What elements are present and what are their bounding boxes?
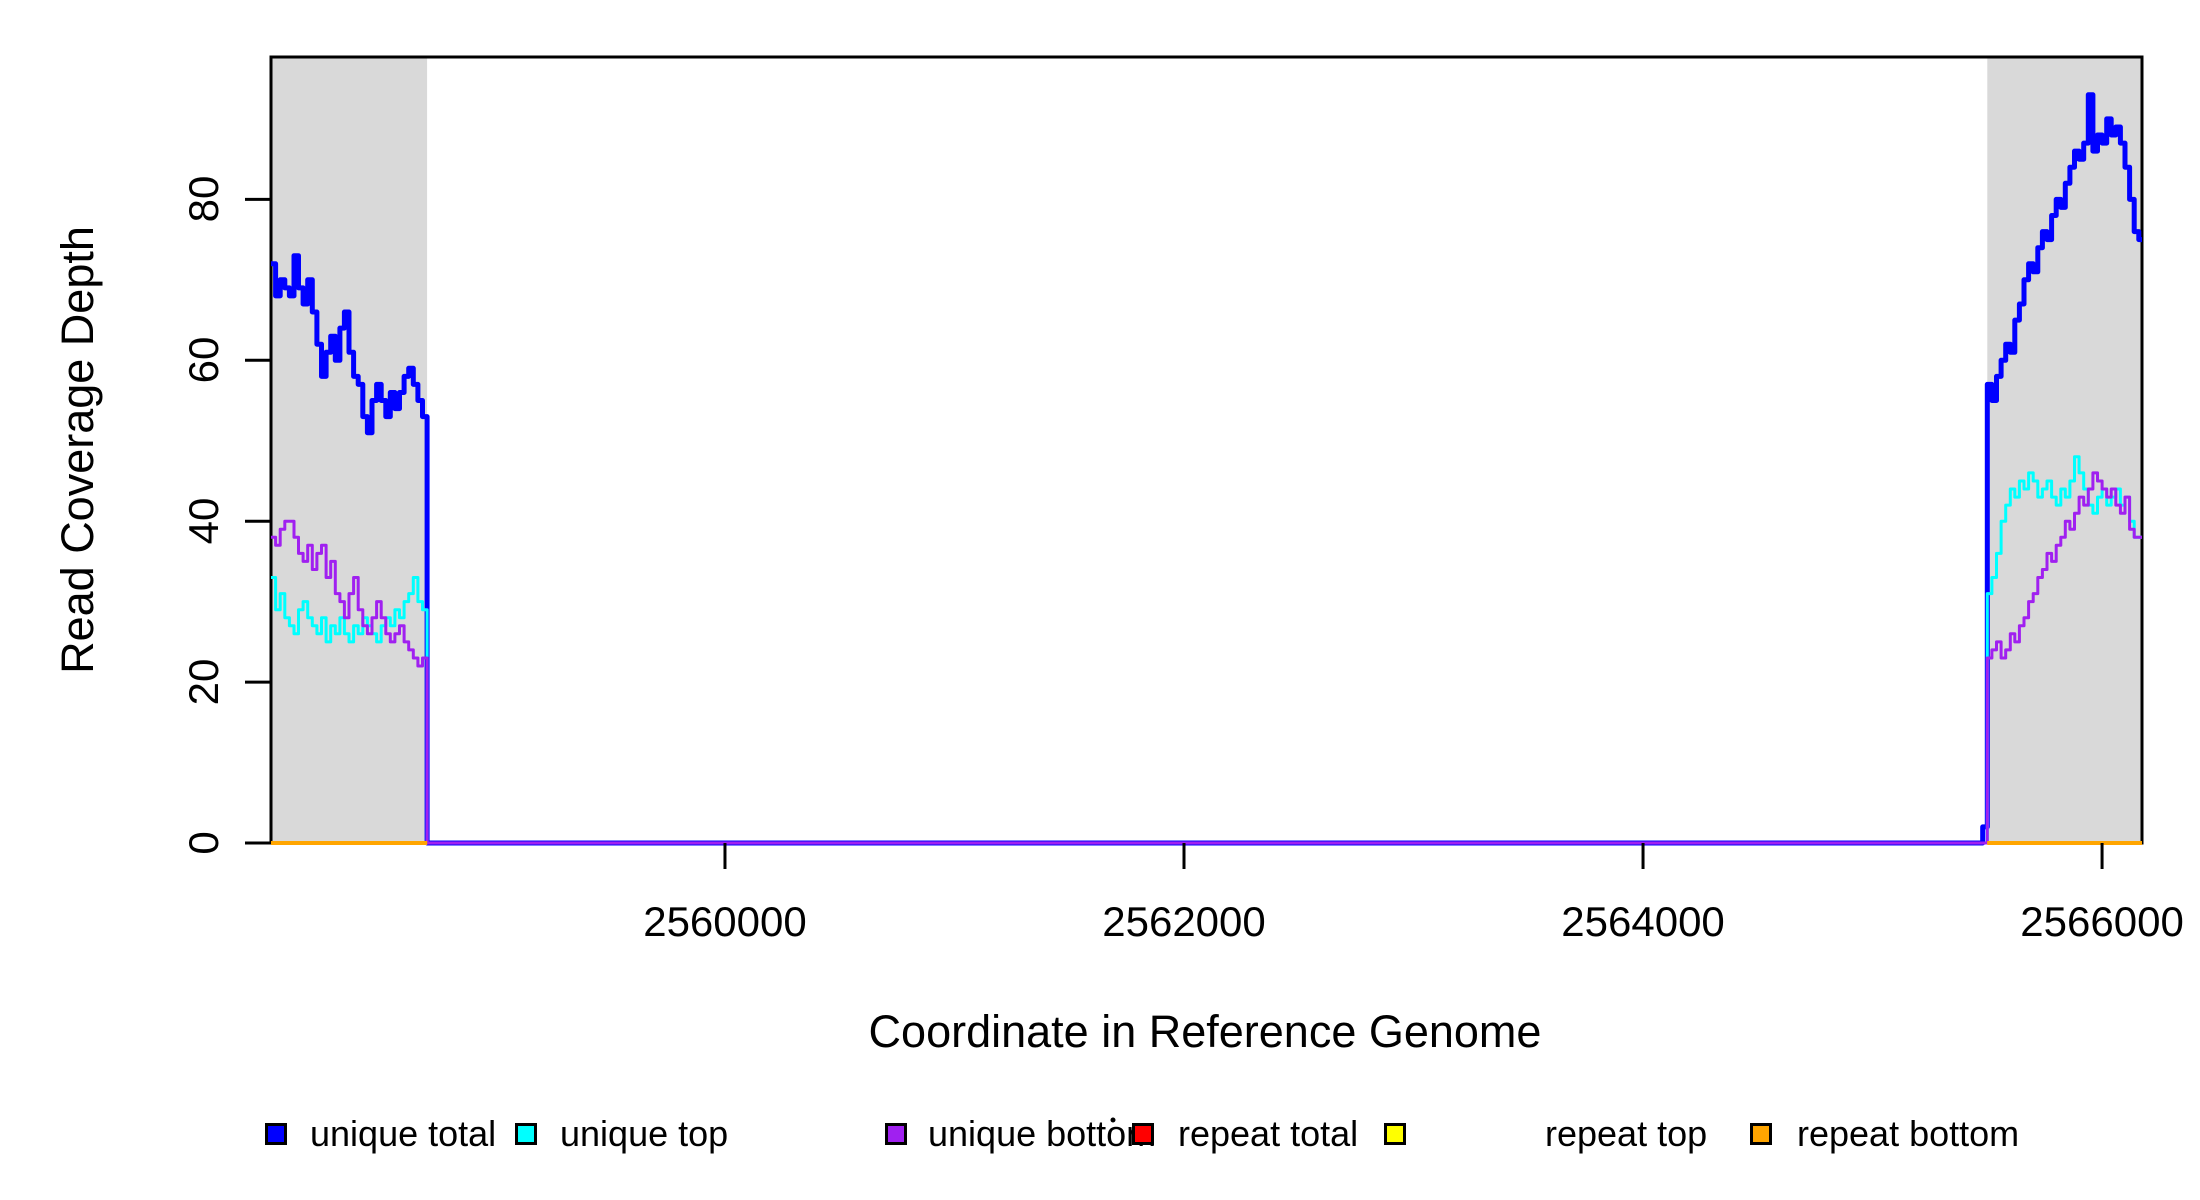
y-tick-label-20: 20: [180, 658, 227, 706]
y-tick-label-40: 40: [180, 497, 227, 545]
series-unique-total: [271, 92, 2142, 846]
series-unique-bottom: [271, 471, 2142, 845]
x-tick-label-2562000: 2562000: [1102, 898, 1266, 945]
y-tick-label-60: 60: [180, 336, 227, 384]
stray-dot-mark: [1110, 1117, 1116, 1123]
shaded-region-right: [1987, 57, 2142, 843]
shaded-region-left: [271, 57, 428, 843]
x-tick-label-2560000: 2560000: [643, 898, 807, 945]
y-axis-title: Read Coverage Depth: [52, 226, 103, 674]
x-tick-label-2566000: 2566000: [2020, 898, 2184, 945]
y-tick-label-0: 0: [180, 831, 227, 855]
series-unique-top: [271, 455, 2142, 845]
x-axis-title: Coordinate in Reference Genome: [868, 1006, 1542, 1057]
y-tick-label-80: 80: [180, 176, 227, 223]
plot-box: [269, 55, 2144, 845]
x-tick-label-2564000: 2564000: [1561, 898, 1725, 945]
